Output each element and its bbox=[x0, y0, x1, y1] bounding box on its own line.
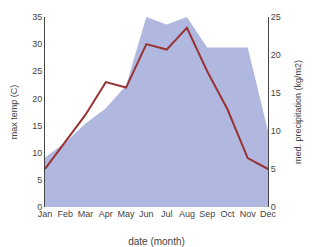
svg-text:Oct: Oct bbox=[220, 209, 235, 219]
svg-text:Apr: Apr bbox=[99, 209, 113, 219]
svg-text:30: 30 bbox=[32, 39, 42, 49]
svg-text:25: 25 bbox=[271, 12, 281, 22]
svg-text:10: 10 bbox=[271, 126, 281, 136]
svg-text:5: 5 bbox=[271, 164, 276, 174]
svg-text:date (month): date (month) bbox=[128, 236, 185, 247]
svg-text:med. precipitation (kg/m2): med. precipitation (kg/m2) bbox=[293, 60, 303, 164]
svg-text:35: 35 bbox=[32, 12, 42, 22]
svg-text:0: 0 bbox=[37, 202, 42, 212]
svg-text:Feb: Feb bbox=[58, 209, 74, 219]
svg-text:25: 25 bbox=[32, 66, 42, 76]
svg-text:Dec: Dec bbox=[260, 209, 277, 219]
svg-text:10: 10 bbox=[32, 148, 42, 158]
svg-text:Sep: Sep bbox=[199, 209, 215, 219]
svg-text:20: 20 bbox=[271, 50, 281, 60]
svg-text:15: 15 bbox=[32, 121, 42, 131]
svg-text:20: 20 bbox=[32, 94, 42, 104]
svg-text:Aug: Aug bbox=[179, 209, 195, 219]
svg-text:Mar: Mar bbox=[78, 209, 94, 219]
svg-text:Jun: Jun bbox=[139, 209, 154, 219]
svg-text:5: 5 bbox=[37, 175, 42, 185]
svg-text:May: May bbox=[118, 209, 136, 219]
svg-text:max temp (C): max temp (C) bbox=[9, 85, 19, 140]
svg-text:Nov: Nov bbox=[240, 209, 257, 219]
svg-text:0: 0 bbox=[271, 202, 276, 212]
svg-text:Jul: Jul bbox=[161, 209, 173, 219]
svg-text:Jan: Jan bbox=[38, 209, 53, 219]
svg-text:15: 15 bbox=[271, 88, 281, 98]
